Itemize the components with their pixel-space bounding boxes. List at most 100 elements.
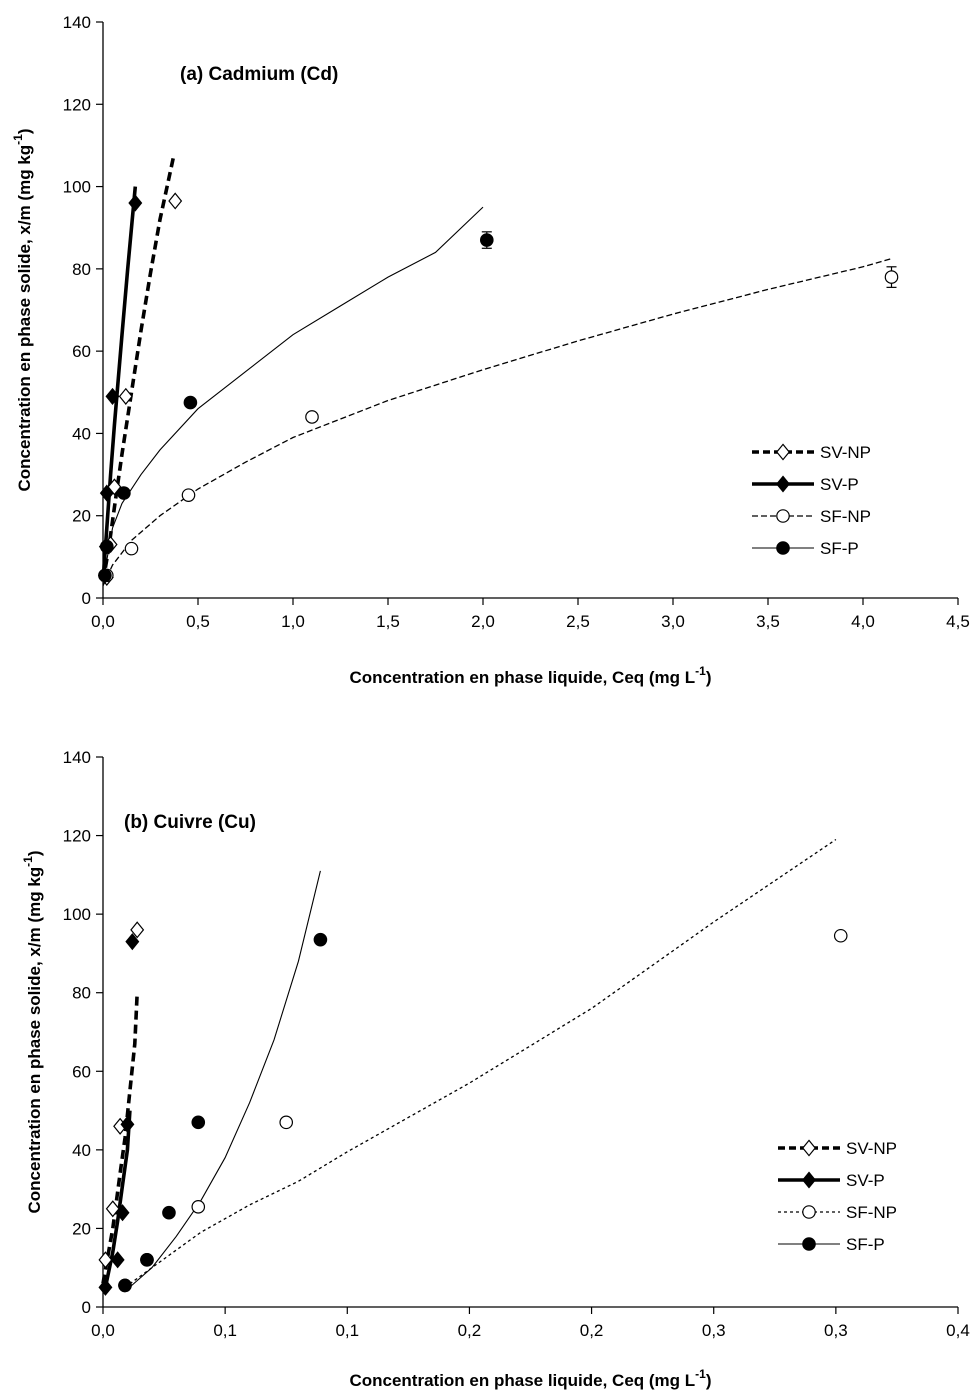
fit-curve-sf-p (102, 206, 484, 582)
y-axis-title-text: Concentration en phase solide, x/m (mg k… (15, 145, 34, 492)
legend-marker (776, 443, 790, 461)
data-point (140, 1253, 154, 1267)
legend-marker (802, 1139, 816, 1157)
data-point (162, 1205, 176, 1220)
legend-label: SF-NP (846, 1203, 897, 1222)
legend-marker (776, 475, 790, 493)
legend-marker (802, 1171, 816, 1189)
data-point (105, 387, 120, 405)
panel-title: (a) Cadmium (Cd) (180, 64, 338, 85)
fit-curve-sv-np (101, 992, 139, 1284)
data-point (125, 933, 140, 951)
data-point (118, 387, 133, 405)
y-tick-label: 40 (72, 1141, 91, 1160)
legend-marker (802, 1205, 816, 1219)
series-sf-np (118, 928, 848, 1293)
chart-cuivre: 0 20 40 60 80 100 120 140 0,0 0,1 0,1 0,2 0,2 0,3 0,3 0… (21, 748, 970, 1390)
y-axis-title-sup: -1 (11, 134, 25, 145)
panel-title: (b) Cuivre (Cu) (124, 812, 256, 833)
legend-label: SF-P (820, 539, 859, 558)
x-axis-title-text: Concentration en phase liquide, Ceq (mg … (349, 668, 695, 687)
fit-curve-sf-np (102, 257, 892, 586)
data-point (305, 410, 319, 424)
series-sv-p (97, 194, 143, 584)
legend: SV-NP SV-P SF-NP SF-P (778, 1139, 897, 1254)
y-tick-label: 20 (72, 507, 91, 526)
data-point (120, 1115, 135, 1133)
chart-panel-cuivre: 0 20 40 60 80 100 120 140 0,0 0,1 0,1 0,2 0,2 0,3 0,3 0… (0, 698, 977, 1397)
legend-label: SV-P (846, 1171, 885, 1190)
data-point (98, 1278, 113, 1296)
x-tick-label: 4,5 (946, 612, 970, 631)
fit-curve-sv-p (103, 1110, 132, 1288)
legend-label: SV-NP (820, 443, 871, 462)
data-point (313, 932, 328, 947)
x-tick-label: 0,1 (335, 1321, 359, 1340)
legend-marker (776, 541, 790, 555)
legend: SV-NP SV-P SF-NP SF-P (752, 443, 871, 558)
x-axis-title-text: Concentration en phase liquide, Ceq (mg … (349, 1371, 695, 1390)
x-tick-label: 0,0 (91, 1321, 115, 1340)
data-point (130, 921, 145, 939)
y-axis-title: Concentration en phase solide, x/m (mg k… (11, 128, 34, 491)
data-point (181, 488, 196, 502)
y-tick-label: 60 (72, 342, 91, 361)
y-tick-label: 120 (63, 95, 91, 114)
legend-label: SV-P (820, 475, 859, 494)
x-axis-title: Concentration en phase liquide, Ceq (mg … (349, 664, 711, 687)
y-tick-label: 80 (72, 984, 91, 1003)
x-tick-label: 0,3 (824, 1321, 848, 1340)
data-point (100, 539, 114, 554)
x-axis-title-sup: -1 (695, 1367, 706, 1381)
y-axis-title-close: ) (15, 128, 34, 134)
x-tick-label: 0,3 (702, 1321, 726, 1340)
data-point (117, 486, 131, 500)
data-point (99, 484, 114, 502)
data-point (884, 270, 899, 284)
y-tick-label: 20 (72, 1219, 91, 1238)
data-point (183, 395, 198, 410)
y-tick-label: 140 (63, 748, 91, 767)
data-point (128, 194, 143, 212)
x-axis-title-close: ) (706, 1371, 712, 1390)
legend-marker (776, 509, 790, 523)
y-tick-label: 60 (72, 1062, 91, 1081)
y-tick-label: 40 (72, 424, 91, 443)
y-axis-title-text: Concentration en phase solide, x/m (mg k… (25, 867, 44, 1214)
data-point (105, 1200, 120, 1218)
chart-cadmium: 0 20 40 60 80 100 120 140 0,0 0,5 1,0 1,5 2,0 2,5 3,0 3… (11, 13, 970, 687)
series-sf-p (118, 932, 328, 1293)
x-tick-label: 0,5 (186, 612, 210, 631)
x-tick-label: 1,5 (376, 612, 400, 631)
series-sv-p (98, 933, 140, 1296)
data-point (110, 1251, 125, 1269)
x-tick-label: 1,0 (281, 612, 305, 631)
data-point (168, 192, 183, 210)
fit-curve-sf-np (124, 838, 837, 1288)
data-point (191, 1200, 206, 1214)
data-point (191, 1115, 206, 1130)
fit-curve-sf-p (124, 870, 321, 1292)
x-tick-label: 0,1 (213, 1321, 237, 1340)
x-tick-label: 2,0 (471, 612, 495, 631)
data-point (118, 1278, 132, 1293)
fit-curve-sv-p (101, 186, 138, 582)
data-point (98, 1251, 113, 1269)
series-sv-np (98, 921, 145, 1269)
series-sf-p (98, 231, 494, 583)
x-tick-label: 2,5 (566, 612, 590, 631)
x-axis-title-sup: -1 (695, 664, 706, 678)
data-point (115, 1204, 130, 1222)
x-axis-title: Concentration en phase liquide, Ceq (mg … (349, 1367, 711, 1390)
data-point (279, 1115, 294, 1130)
y-tick-label: 0 (82, 1298, 91, 1317)
y-tick-label: 80 (72, 260, 91, 279)
y-axis-title: Concentration en phase solide, x/m (mg k… (21, 850, 44, 1213)
y-tick-label: 140 (63, 13, 91, 32)
y-tick-label: 120 (63, 827, 91, 846)
legend-label: SV-NP (846, 1139, 897, 1158)
x-tick-label: 4,0 (851, 612, 875, 631)
fit-curve-sv-np (101, 157, 176, 582)
chart-panel-cadmium: 0 20 40 60 80 100 120 140 0,0 0,5 1,0 1,5 2,0 2,5 3,0 3… (0, 0, 977, 698)
legend-label: SF-P (846, 1235, 885, 1254)
